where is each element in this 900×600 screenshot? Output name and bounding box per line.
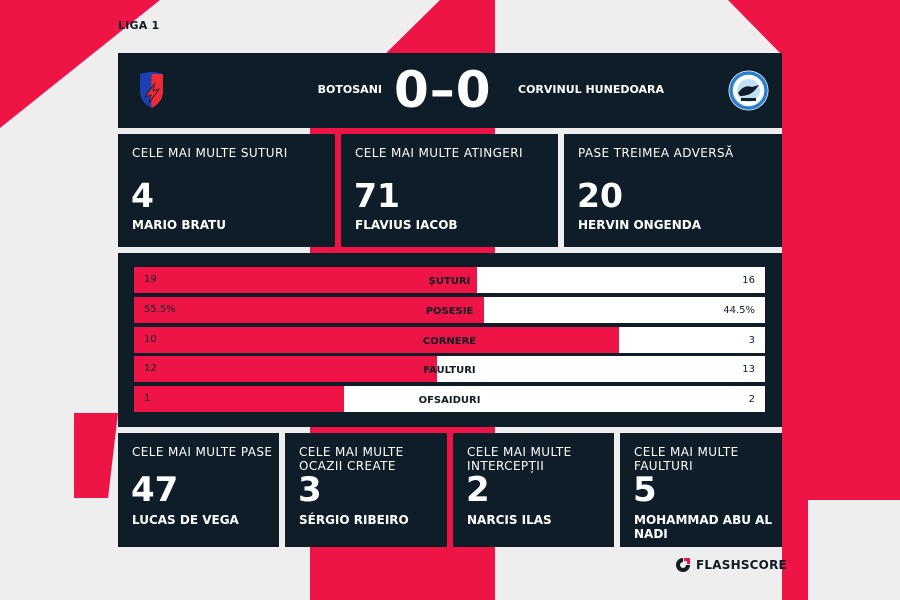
stat-card-player: MARIO BRATU: [132, 218, 226, 232]
brand-name: FLASHSCORE: [696, 558, 787, 572]
stat-card-label: PASE TREIMEA ADVERSĂ: [578, 146, 734, 160]
stat-card-most-touches: CELE MAI MULTE ATINGERI 71 FLAVIUS IACOB: [341, 134, 558, 247]
stat-label: FAULTURI: [423, 365, 476, 376]
stat-card-most-passes: CELE MAI MULTE PASE 47 LUCAS DE VEGA: [118, 433, 279, 547]
stat-card-player: NARCIS ILAS: [467, 513, 552, 527]
stat-label: POSESIE: [425, 306, 474, 317]
stat-card-value: 71: [354, 176, 400, 215]
stat-card-value: 2: [466, 470, 490, 510]
botosani-crest-icon: [140, 72, 163, 108]
home-value: 1: [144, 393, 151, 404]
flashscore-brand: FLASHSCORE: [675, 557, 787, 573]
league-name: LIGA 1: [118, 19, 160, 32]
away-value: 2: [748, 394, 755, 405]
stat-card-value: 47: [131, 470, 179, 510]
home-share-bar: [134, 386, 345, 412]
stat-card-final-third-passes: PASE TREIMEA ADVERSĂ 20 HERVIN ONGENDA: [564, 134, 782, 247]
comparison-row-possession: 55.5% POSESIE 44.5%: [134, 297, 765, 323]
stat-card-value: 4: [131, 176, 154, 215]
comparison-row-fouls: 12 FAULTURI 13: [134, 356, 765, 382]
comparison-row-corners: 10 CORNERE 3: [134, 327, 765, 353]
home-share-bar: [134, 356, 437, 382]
home-value: 10: [144, 334, 157, 345]
stat-card-player: FLAVIUS IACOB: [355, 218, 458, 232]
stat-card-label: CELE MAI MULTE ATINGERI: [355, 146, 523, 160]
stat-card-label: CELE MAI MULTE SUTURI: [132, 146, 288, 160]
away-value: 16: [742, 275, 755, 286]
stat-card-label: CELE MAI MULTE FAULTURI: [634, 445, 739, 473]
comparison-row-offsides: 1 OFSAIDURI 2: [134, 386, 765, 412]
home-value: 55.5%: [144, 304, 176, 315]
flashscore-logo-icon: [676, 558, 690, 572]
away-value: 13: [742, 364, 755, 375]
stat-card-label: CELE MAI MULTE PASE: [132, 445, 273, 459]
stat-card-value: 3: [298, 470, 322, 510]
away-team-name: CORVINUL HUNEDOARA: [518, 83, 665, 96]
home-value: 12: [144, 363, 157, 374]
stat-card-value: 5: [633, 470, 657, 510]
stat-card-player: HERVIN ONGENDA: [578, 218, 702, 232]
bg-red-wedge-left: [74, 413, 118, 498]
stat-card-most-fouls: CELE MAI MULTE FAULTURI 5 MOHAMMAD ABU A…: [620, 433, 782, 547]
stat-label: CORNERE: [422, 336, 477, 347]
stat-card-value: 20: [577, 176, 623, 215]
corvinul-crest-icon: [728, 70, 769, 111]
bg-light-corner: [808, 500, 900, 600]
bg-red-triangle-top-left: [0, 0, 160, 128]
stat-card-label: CELE MAI MULTE OCAZII CREATE: [299, 445, 404, 473]
stat-card-player: MOHAMMAD ABU AL NADI: [634, 513, 773, 541]
match-score: 0–0: [394, 61, 492, 119]
stat-card-most-shots: CELE MAI MULTE SUTURI 4 MARIO BRATU: [118, 134, 335, 247]
stat-card-player: LUCAS DE VEGA: [132, 513, 239, 527]
stat-card-interceptions: CELE MAI MULTE INTERCEPȚII 2 NARCIS ILAS: [453, 433, 614, 547]
away-value: 44.5%: [723, 305, 755, 316]
stat-card-chances-created: CELE MAI MULTE OCAZII CREATE 3 SÉRGIO RI…: [285, 433, 447, 547]
bg-red-band-right: [728, 0, 900, 600]
stats-comparison: 19 ȘUTURI 16 55.5% POSESIE 44.5% 10 CORN…: [118, 253, 782, 427]
stat-label: ȘUTURI: [428, 276, 471, 287]
home-team-name: BOTOSANI: [317, 83, 382, 96]
stat-label: OFSAIDURI: [418, 395, 481, 406]
home-share-bar: [134, 267, 477, 293]
stat-card-player: SÉRGIO RIBEIRO: [299, 513, 409, 527]
home-value: 19: [144, 274, 157, 285]
stat-card-label: CELE MAI MULTE INTERCEPȚII: [467, 445, 572, 473]
home-share-bar: [134, 327, 620, 353]
away-value: 3: [748, 335, 755, 346]
home-share-bar: [134, 297, 485, 323]
match-header: BOTOSANI 0–0 CORVINUL HUNEDOARA: [118, 53, 782, 128]
comparison-row-shots: 19 ȘUTURI 16: [134, 267, 765, 293]
